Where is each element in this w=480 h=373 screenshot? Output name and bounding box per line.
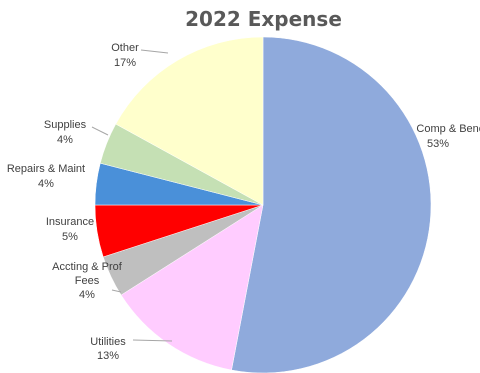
percent-label-supplies: 4% xyxy=(57,134,73,146)
category-label-utilities: Utilities xyxy=(90,336,126,348)
pie-slice-utilities xyxy=(120,204,264,371)
percent-label-comp-bene-r: 53% xyxy=(427,138,449,150)
percent-label-accting-prof-fees: 4% xyxy=(79,289,95,301)
pie-slice-comp-bene-r xyxy=(231,36,432,373)
category-label-repairs-maint: Repairs & Maint xyxy=(7,163,85,175)
leader-line-supplies xyxy=(91,126,109,136)
category-label-accting-prof-fees: Accting & Prof xyxy=(52,261,123,273)
leader-line-other xyxy=(140,49,169,54)
category-label-other: Other xyxy=(111,42,139,54)
leader-line-utilities xyxy=(132,339,173,342)
category-label-accting-prof-fees: Fees xyxy=(75,275,100,287)
leader-line-accting-prof-fees xyxy=(111,289,122,293)
chart-title: 2022 Expense xyxy=(185,7,342,31)
percent-label-utilities: 13% xyxy=(97,350,119,362)
percent-label-other: 17% xyxy=(114,57,136,69)
category-label-supplies: Supplies xyxy=(44,119,87,131)
category-label-insurance: Insurance xyxy=(46,216,94,228)
percent-label-repairs-maint: 4% xyxy=(38,178,54,190)
pie-slice-other xyxy=(115,36,264,206)
category-label-comp-bene-r: Comp & Bene (R xyxy=(416,123,480,135)
percent-label-insurance: 5% xyxy=(62,231,78,243)
